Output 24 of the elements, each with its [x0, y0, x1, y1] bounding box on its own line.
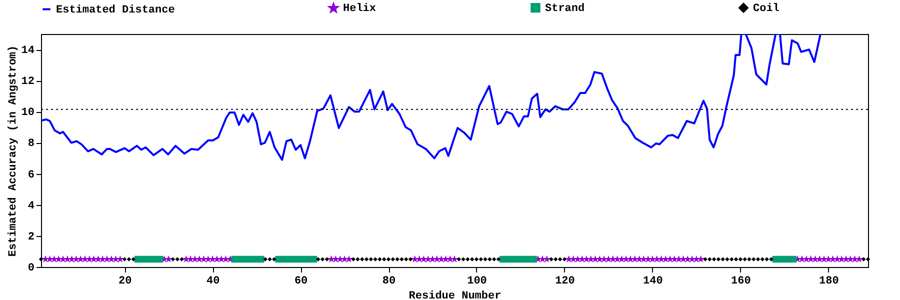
- x-tick-label: 40: [206, 276, 220, 288]
- legend-label: Strand: [545, 2, 585, 15]
- x-tick-label: 120: [555, 276, 575, 288]
- y-tick-label: 10: [21, 107, 34, 120]
- x-tick-label: 140: [643, 276, 663, 288]
- legend-label: Estimated Distance: [56, 4, 176, 16]
- y-axis-title: Estimated Accuracy (in Angstrom): [7, 45, 20, 257]
- y-tick-label: 4: [28, 200, 35, 212]
- y-tick-label: 2: [28, 231, 34, 244]
- y-tick-label: 0: [28, 262, 34, 274]
- legend-label: Coil: [753, 2, 780, 15]
- line-series: [41, 34, 822, 161]
- y-tick-label: 6: [28, 169, 34, 182]
- x-axis-title: Residue Number: [408, 290, 502, 300]
- x-tick-label: 160: [731, 276, 751, 288]
- y-tick-label: 8: [28, 138, 35, 150]
- y-tick-label: 14: [21, 45, 35, 58]
- x-tick-label: 80: [382, 276, 396, 288]
- x-tick-label: 20: [118, 276, 132, 288]
- y-tick-label: 12: [21, 76, 34, 88]
- x-tick-label: 100: [467, 276, 487, 288]
- legend-label: Helix: [343, 3, 376, 16]
- x-tick-label: 60: [294, 276, 308, 288]
- x-tick-label: 180: [819, 276, 839, 288]
